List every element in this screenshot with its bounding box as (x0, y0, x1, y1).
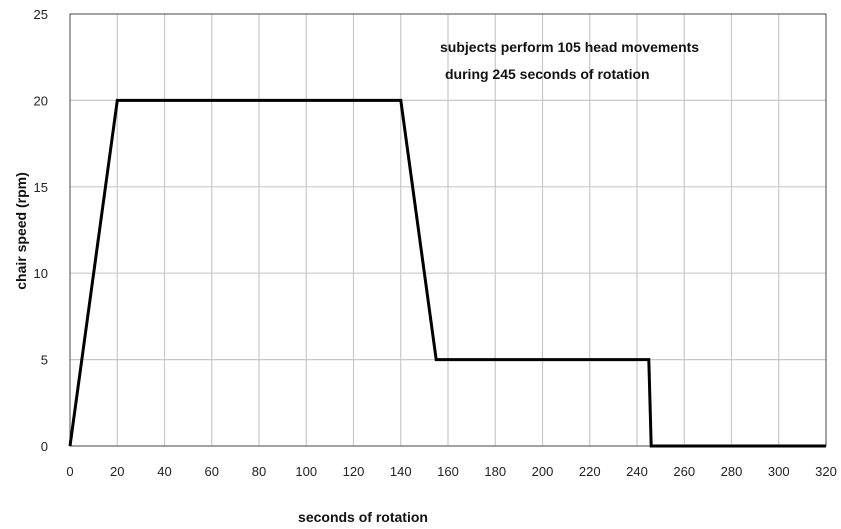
x-tick-label: 300 (768, 464, 790, 479)
y-tick-label: 25 (34, 7, 48, 22)
y-tick-labels: 0 5 10 15 20 25 (34, 7, 48, 454)
x-tick-label: 180 (484, 464, 506, 479)
y-tick-label: 15 (34, 180, 48, 195)
y-tick-label: 20 (34, 93, 48, 108)
y-axis-title: chair speed (rpm) (13, 172, 29, 289)
x-tick-label: 80 (252, 464, 266, 479)
x-tick-label: 0 (66, 464, 73, 479)
series-line-0 (68, 98, 826, 448)
y-tick-label: 0 (41, 439, 48, 454)
annotation-line-1: subjects perform 105 head movements (440, 39, 699, 55)
plot-frame (69, 13, 827, 447)
x-tick-label: 260 (673, 464, 695, 479)
x-tick-label: 20 (110, 464, 124, 479)
x-tick-label: 160 (437, 464, 459, 479)
y-tick-label: 10 (34, 266, 48, 281)
x-axis-title: seconds of rotation (298, 509, 428, 525)
x-tick-label: 60 (205, 464, 219, 479)
annotation-line-2: during 245 seconds of rotation (445, 66, 650, 82)
x-tick-label: 220 (579, 464, 601, 479)
x-tick-label: 280 (721, 464, 743, 479)
series-group (68, 98, 826, 448)
x-tick-label: 140 (390, 464, 412, 479)
y-tick-label: 5 (41, 353, 48, 368)
x-tick-label: 40 (157, 464, 171, 479)
x-tick-label: 320 (815, 464, 837, 479)
x-tick-label: 100 (295, 464, 317, 479)
x-tick-label: 240 (626, 464, 648, 479)
x-tick-label: 200 (532, 464, 554, 479)
x-tick-labels: 0 20 40 60 80 100 120 140 160 180 200 220 240 260 280 3… (66, 464, 836, 479)
x-tick-label: 120 (343, 464, 365, 479)
